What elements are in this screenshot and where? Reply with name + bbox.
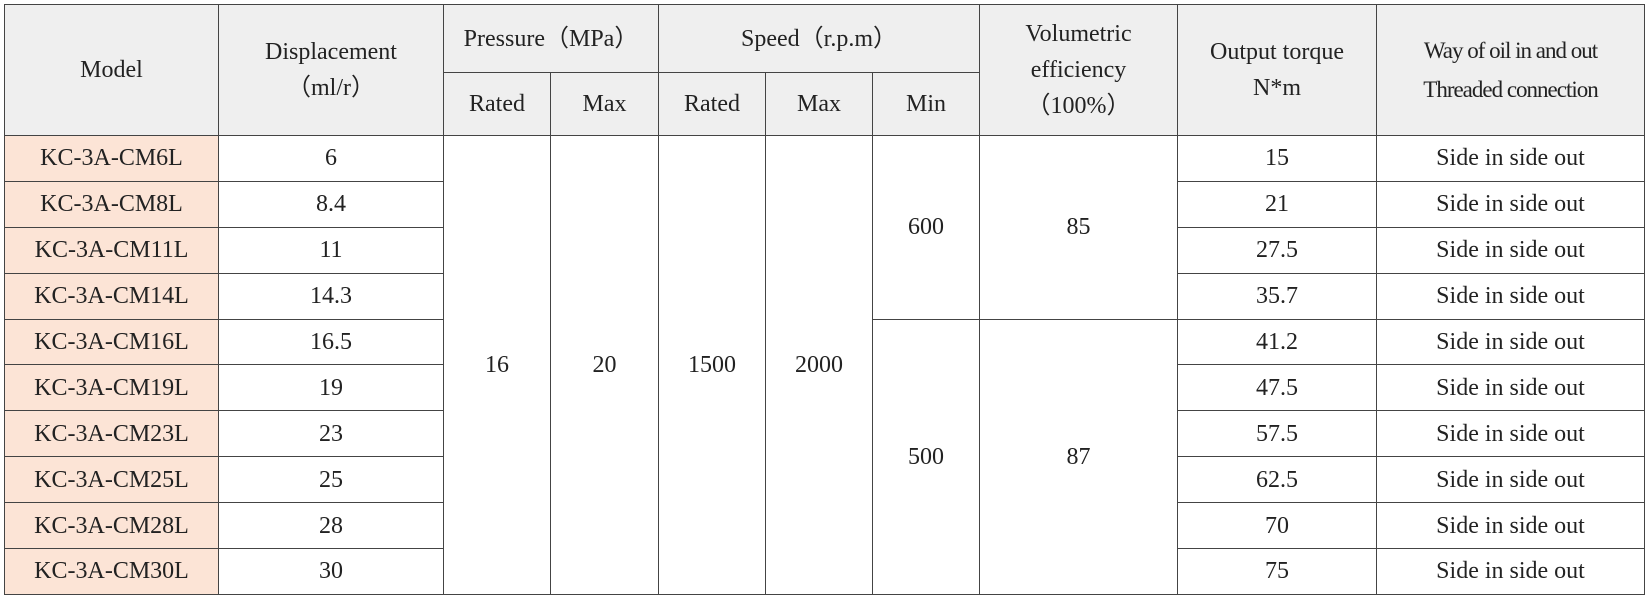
header-cell: Min (871, 72, 981, 136)
header-row: Model Displacement （ml/r） Pressure（MPa） S… (4, 4, 1646, 136)
header-cell: Displacement （ml/r） (218, 4, 444, 136)
model-cell: KC-3A-CM11L (4, 226, 219, 274)
header-cell: Max (765, 72, 873, 136)
model-cell: KC-3A-CM6L (4, 135, 219, 182)
header-text: efficiency (1030, 57, 1127, 83)
header-text: Threaded connection (1423, 77, 1599, 102)
model-cell: KC-3A-CM14L (4, 272, 219, 320)
model-cell: KC-3A-CM25L (4, 456, 219, 504)
spec-table: Model Displacement （ml/r） Pressure（MPa） S… (4, 4, 1646, 595)
way-cell: Side in side out (1376, 410, 1646, 458)
displacement-cell: 6 (218, 135, 444, 182)
torque-cell: 70 (1177, 502, 1378, 550)
header-cell: Rated (443, 72, 551, 136)
displacement-cell: 23 (218, 410, 444, 458)
header-cell: Rated (658, 72, 766, 136)
way-cell: Side in side out (1376, 180, 1646, 228)
torque-cell: 27.5 (1177, 226, 1378, 274)
header-text: （ml/r） (287, 75, 375, 101)
displacement-cell: 16.5 (218, 318, 444, 366)
torque-cell: 47.5 (1177, 364, 1378, 412)
way-cell: Side in side out (1376, 272, 1646, 320)
header-cell: Model (4, 4, 219, 136)
header-cell: Speed（r.p.m） (657, 4, 981, 73)
displacement-cell: 11 (218, 226, 444, 274)
table-row: KC-3A-CM11L 11 27.5 Side in side out (4, 226, 1646, 274)
efficiency-cell: 87 (979, 318, 1179, 595)
header-row: Rated Max Rated Max Min (5, 72, 1645, 136)
header-cell: Way of oil in and out Threaded connection (1376, 4, 1646, 136)
table-row: KC-3A-CM16L 16.5 500 87 41.2 Side in side out (4, 318, 1646, 595)
speed-min-cell: 600 (871, 135, 981, 320)
header-text: （100%） (1026, 93, 1131, 119)
torque-cell: 21 (1177, 180, 1378, 228)
efficiency-cell: 85 (979, 135, 1179, 320)
model-cell: KC-3A-CM19L (4, 364, 219, 412)
header-text: N*m (1253, 75, 1302, 101)
way-cell: Side in side out (1376, 135, 1646, 182)
header-cell: Max (550, 72, 659, 136)
torque-cell: 75 (1177, 548, 1378, 595)
table-row: KC-3A-CM19L 19 47.5 Side in side out (4, 364, 1646, 412)
speed-max-cell: 2000 (765, 135, 873, 595)
torque-cell: 62.5 (1177, 456, 1378, 504)
pressure-rated-cell: 16 (443, 135, 551, 595)
way-cell: Side in side out (1376, 456, 1646, 504)
torque-cell: 35.7 (1177, 272, 1378, 320)
displacement-cell: 14.3 (218, 272, 444, 320)
table-header: Model Displacement （ml/r） Pressure（MPa） S… (4, 4, 1646, 136)
table-row: KC-3A-CM6L 6 16 20 1500 2000 600 85 15 Side in si… (4, 135, 1646, 595)
displacement-cell: 28 (218, 502, 444, 550)
header-text: Displacement (265, 39, 397, 65)
header-cell: Output torque N*m (1177, 4, 1378, 136)
torque-cell: 41.2 (1177, 318, 1378, 366)
table-row: KC-3A-CM23L 23 57.5 Side in side out (4, 410, 1646, 458)
way-cell: Side in side out (1376, 364, 1646, 412)
table-row: KC-3A-CM28L 28 70 Side in side out (4, 502, 1646, 550)
pressure-max-cell: 20 (550, 135, 659, 595)
speed-rated-cell: 1500 (658, 135, 766, 595)
table-body: KC-3A-CM6L 6 16 20 1500 2000 600 85 15 Side in si… (4, 135, 1646, 595)
torque-cell: 15 (1177, 135, 1378, 182)
header-text: Way of oil in and out (1423, 37, 1598, 63)
header-cell: Pressure（MPa） (443, 4, 659, 73)
displacement-cell: 19 (218, 364, 444, 412)
displacement-cell: 8.4 (218, 180, 444, 228)
table-row: KC-3A-CM30L 30 75 Side in side out (4, 548, 1646, 595)
model-cell: KC-3A-CM30L (4, 548, 219, 595)
model-cell: KC-3A-CM16L (4, 318, 219, 366)
speed-min-cell: 500 (871, 318, 981, 595)
displacement-cell: 30 (218, 548, 444, 595)
way-cell: Side in side out (1376, 318, 1646, 366)
header-text: Output torque (1210, 39, 1344, 65)
header-text: Volumetric (1025, 21, 1132, 47)
way-cell: Side in side out (1376, 502, 1646, 550)
model-cell: KC-3A-CM8L (4, 180, 219, 228)
way-cell: Side in side out (1376, 226, 1646, 274)
table-row: KC-3A-CM8L 8.4 21 Side in side out (4, 180, 1646, 228)
model-cell: KC-3A-CM28L (4, 502, 219, 550)
table-row: KC-3A-CM25L 25 62.5 Side in side out (4, 456, 1646, 504)
way-cell: Side in side out (1376, 548, 1646, 595)
displacement-cell: 25 (218, 456, 444, 504)
model-cell: KC-3A-CM23L (4, 410, 219, 458)
torque-cell: 57.5 (1177, 410, 1378, 458)
header-cell: Volumetric efficiency （100%） (979, 4, 1179, 136)
